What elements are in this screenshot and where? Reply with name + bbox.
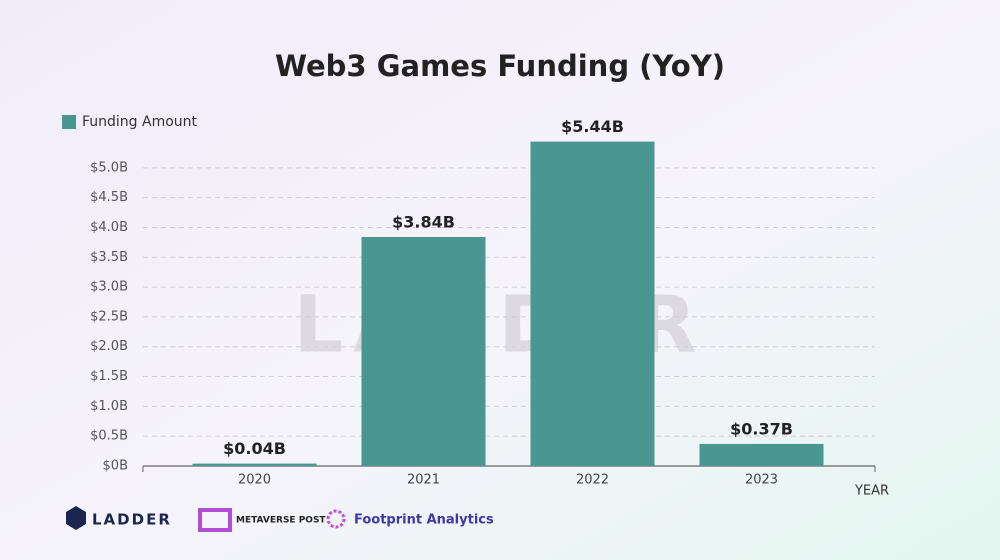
data-label: $5.44B bbox=[561, 117, 624, 136]
legend-label: Funding Amount bbox=[82, 114, 198, 130]
logo-text: LADDER bbox=[92, 511, 172, 529]
chart-title: Web3 Games Funding (YoY) bbox=[275, 49, 725, 83]
footprint-icon bbox=[326, 509, 346, 529]
y-tick-label: $1.0B bbox=[90, 399, 128, 414]
bar bbox=[530, 141, 655, 466]
footer: LADDER METAVERSE POST Footprint Analytic… bbox=[66, 506, 494, 532]
data-label: $0.04B bbox=[223, 439, 286, 458]
x-tick-label: 2021 bbox=[407, 473, 440, 488]
y-tick-label: $1.5B bbox=[90, 369, 128, 384]
y-tick-label: $2.5B bbox=[90, 309, 128, 324]
y-tick-label: $0.5B bbox=[90, 429, 128, 444]
x-tick-label: 2022 bbox=[576, 473, 609, 488]
data-label: $3.84B bbox=[392, 212, 455, 231]
bar bbox=[361, 236, 486, 466]
bar bbox=[699, 443, 824, 466]
bar bbox=[192, 463, 317, 466]
logo-text: METAVERSE POST bbox=[236, 516, 326, 526]
y-tick-label: $0B bbox=[103, 459, 128, 474]
x-tick-label: 2023 bbox=[745, 473, 778, 488]
legend-swatch bbox=[62, 115, 76, 129]
data-label: $0.37B bbox=[730, 419, 793, 438]
y-tick-label: $4.5B bbox=[90, 190, 128, 205]
y-tick-label: $4.0B bbox=[90, 220, 128, 235]
y-tick-label: $3.0B bbox=[90, 280, 128, 295]
x-tick-label: 2020 bbox=[238, 473, 271, 488]
y-tick-label: $2.0B bbox=[90, 339, 128, 354]
y-tick-label: $5.0B bbox=[90, 160, 128, 175]
metaverse-icon bbox=[198, 508, 232, 532]
logo-text: Footprint Analytics bbox=[354, 513, 494, 528]
ladder-icon bbox=[66, 506, 86, 530]
y-tick-label: $3.5B bbox=[90, 250, 128, 265]
x-axis-label: YEAR bbox=[854, 484, 889, 499]
